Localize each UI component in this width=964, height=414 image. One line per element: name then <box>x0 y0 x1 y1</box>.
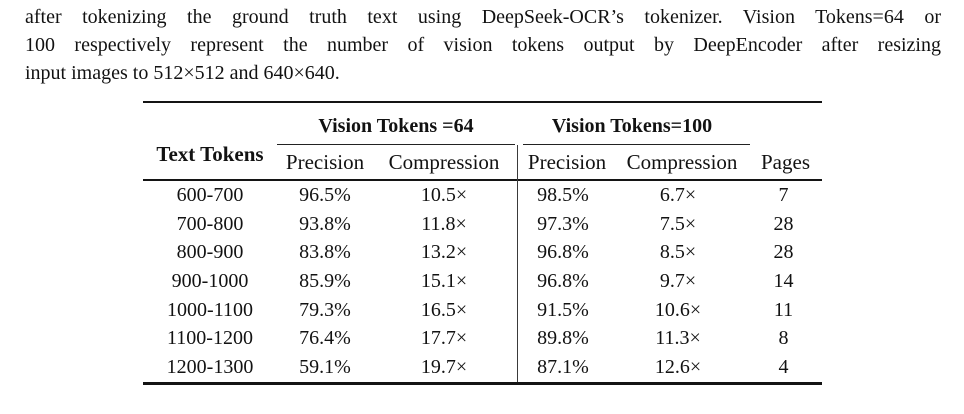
paragraph-line: 100 respectively represent the number of… <box>25 34 941 56</box>
cell-precision-100: 96.8% <box>537 270 589 293</box>
table-row: 1000-1100 79.3% 16.5× 91.5% 10.6× 11 <box>143 296 822 325</box>
cell-pages: 4 <box>778 356 789 379</box>
cell-compression-64: 19.7× <box>420 356 468 379</box>
cell-pages: 28 <box>773 212 794 235</box>
col-header-text-tokens: Text Tokens <box>156 142 264 166</box>
table-row: 1200-1300 59.1% 19.7× 87.1% 12.6× 4 <box>143 353 822 382</box>
cell-text-tokens: 1100-1200 <box>167 327 253 350</box>
cell-precision-64: 79.3% <box>299 298 351 321</box>
cell-pages: 14 <box>773 270 794 293</box>
cell-precision-64: 85.9% <box>299 270 351 293</box>
cell-precision-100: 96.8% <box>537 241 589 264</box>
column-divider-rule <box>517 145 518 382</box>
table-row: 1100-1200 76.4% 17.7× 89.8% 11.3× 8 <box>143 325 822 354</box>
cell-pages: 7 <box>778 183 789 206</box>
table-row: 600-700 96.5% 10.5× 98.5% 6.7× 7 <box>143 181 822 210</box>
paragraph-line: input images to 512×512 and 640×640. <box>25 62 340 84</box>
col-header-compression-100: Compression <box>626 150 738 174</box>
cell-precision-100: 91.5% <box>537 298 589 321</box>
cell-compression-64: 17.7× <box>420 327 468 350</box>
cell-compression-100: 10.6× <box>654 298 702 321</box>
table-row: 700-800 93.8% 11.8× 97.3% 7.5× 28 <box>143 210 822 239</box>
cell-pages: 8 <box>778 327 789 350</box>
cell-precision-100: 89.8% <box>537 327 589 350</box>
cell-compression-64: 15.1× <box>420 270 468 293</box>
cell-text-tokens: 800-900 <box>176 241 244 264</box>
cell-precision-64: 76.4% <box>299 327 351 350</box>
paragraph-line: after tokenizing the ground truth text u… <box>25 6 941 28</box>
caption-paragraph: after tokenizing the ground truth text u… <box>25 3 941 87</box>
col-header-pages: Pages <box>761 150 810 174</box>
cmidrule-vision-tokens-64 <box>277 144 515 145</box>
cell-compression-100: 6.7× <box>659 183 697 206</box>
cell-precision-100: 87.1% <box>537 356 589 379</box>
cell-text-tokens: 900-1000 <box>171 270 249 293</box>
cell-compression-100: 11.3× <box>655 327 701 350</box>
cell-pages: 28 <box>773 241 794 264</box>
cell-text-tokens: 600-700 <box>176 183 244 206</box>
group-header-vision-tokens-64: Vision Tokens =64 <box>318 115 474 137</box>
col-header-compression-64: Compression <box>388 150 500 174</box>
col-header-precision-100: Precision <box>527 150 607 174</box>
cell-precision-64: 83.8% <box>299 241 351 264</box>
cell-text-tokens: 1000-1100 <box>167 298 253 321</box>
table-bottom-rule <box>143 382 822 385</box>
cell-compression-100: 7.5× <box>659 212 697 235</box>
cmidrule-vision-tokens-100 <box>523 144 750 145</box>
cell-compression-64: 11.8× <box>421 212 467 235</box>
results-table: Text Tokens Vision Tokens =64 Vision Tok… <box>143 101 822 385</box>
cell-precision-64: 96.5% <box>299 183 351 206</box>
cell-text-tokens: 700-800 <box>176 212 244 235</box>
table-top-rule <box>143 101 822 103</box>
cell-precision-100: 97.3% <box>537 212 589 235</box>
cell-precision-100: 98.5% <box>537 183 589 206</box>
cell-precision-64: 59.1% <box>299 356 351 379</box>
cell-compression-100: 9.7× <box>659 270 697 293</box>
table-body: 600-700 96.5% 10.5× 98.5% 6.7× 7 700-800… <box>143 181 822 382</box>
cell-compression-64: 16.5× <box>420 298 468 321</box>
table-row: 800-900 83.8% 13.2× 96.8% 8.5× 28 <box>143 238 822 267</box>
table-row: 900-1000 85.9% 15.1× 96.8% 9.7× 14 <box>143 267 822 296</box>
col-header-precision-64: Precision <box>285 150 365 174</box>
cell-text-tokens: 1200-1300 <box>166 356 254 379</box>
cell-pages: 11 <box>773 298 794 321</box>
cell-compression-64: 10.5× <box>420 183 468 206</box>
group-header-vision-tokens-100: Vision Tokens=100 <box>551 115 713 137</box>
table-header-rule <box>143 179 822 181</box>
cell-compression-64: 13.2× <box>420 241 468 264</box>
cell-compression-100: 8.5× <box>659 241 697 264</box>
cell-precision-64: 93.8% <box>299 212 351 235</box>
cell-compression-100: 12.6× <box>654 356 702 379</box>
